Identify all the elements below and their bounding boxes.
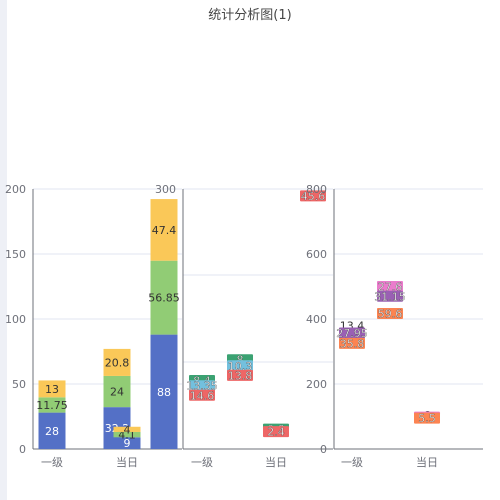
x-tick-label: 一级: [41, 456, 63, 469]
y-tick-label: 600: [306, 248, 327, 261]
data-label: 59.6: [378, 307, 403, 320]
marker-box: [263, 426, 289, 438]
left-edge-strip: [0, 0, 7, 500]
data-label: 5.5: [418, 412, 436, 425]
y-tick-label: 150: [5, 248, 26, 261]
marker-box: [227, 360, 253, 372]
y-tick-label: 800: [306, 183, 327, 196]
marker-box: [339, 337, 365, 349]
data-label: 14.6: [190, 389, 215, 402]
bar-segment: [113, 431, 141, 438]
data-label: 45.6: [301, 190, 326, 203]
bar-segment: [150, 260, 178, 335]
data-label: 13.35: [186, 380, 218, 393]
bar-segment: [38, 380, 66, 398]
data-label: 13: [45, 383, 59, 396]
marker-box: [414, 412, 440, 424]
bar-segment: [38, 397, 66, 413]
bar-segment: [150, 199, 178, 261]
x-tick-label: 当日: [265, 455, 287, 469]
marker-box: [189, 380, 215, 392]
marker-box: [300, 190, 326, 202]
marker-box: [189, 389, 215, 401]
y-tick-label: 400: [306, 313, 327, 326]
data-label: 31.15: [374, 290, 406, 303]
x-tick-label: 一级: [341, 456, 363, 469]
y-tick-label: 100: [5, 313, 26, 326]
data-label: 24: [110, 386, 124, 399]
data-label: 28: [45, 425, 59, 438]
data-label: 35.8: [340, 337, 365, 350]
data-label: 20.8: [105, 356, 130, 369]
bar-segment: [103, 348, 131, 376]
x-tick-label: 当日: [416, 455, 438, 469]
y-tick-label: 0: [320, 443, 327, 456]
bar-segment: [150, 334, 178, 449]
data-label: 10.3: [228, 360, 253, 373]
y-tick-label: 200: [5, 183, 26, 196]
data-label: 27.95: [336, 327, 368, 340]
bar-segment: [103, 375, 131, 408]
data-label: 2.4: [267, 426, 285, 439]
data-label: 4: [124, 423, 131, 436]
marker-box: [377, 281, 403, 292]
marker-box: [227, 369, 253, 381]
bar-segment: [113, 437, 141, 449]
bar-segment: [38, 412, 66, 449]
x-tick-label: 一级: [191, 456, 213, 469]
data-label: 11.75: [36, 399, 68, 412]
data-label: 56.85: [148, 292, 180, 305]
data-label: 8: [237, 354, 244, 367]
marker-box: [377, 290, 403, 302]
y-tick-label: 200: [306, 378, 327, 391]
y-tick-label: 50: [12, 378, 26, 391]
chart-title: 统计分析图(1): [208, 8, 292, 23]
y-tick-label: 300: [155, 183, 176, 196]
data-label: 13.8: [228, 369, 253, 382]
x-tick-label: 当日: [116, 455, 138, 469]
data-label: 47.4: [152, 224, 177, 237]
marker-box: [377, 307, 403, 319]
y-tick-label: 0: [19, 443, 26, 456]
data-label: 9: [124, 437, 131, 450]
marker-box: [339, 327, 365, 339]
data-label: 27.6: [378, 281, 403, 294]
data-label: 88: [157, 386, 171, 399]
bar-segment: [113, 426, 141, 432]
